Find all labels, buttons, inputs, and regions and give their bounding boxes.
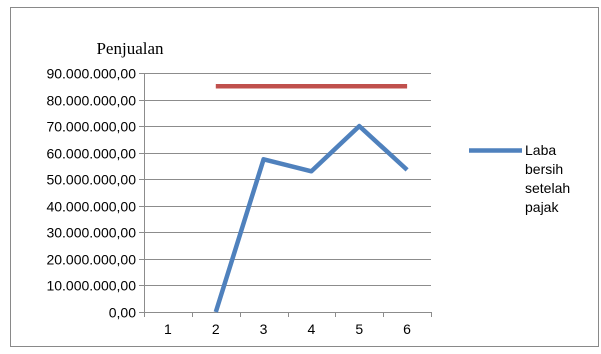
x-tick-label: 3 — [260, 321, 268, 337]
y-tick-label: 70.000.000,00 — [46, 119, 136, 135]
y-tick-label: 60.000.000,00 — [46, 146, 136, 162]
legend-label-line: setelah — [525, 180, 570, 196]
y-tick-label: 50.000.000,00 — [46, 172, 136, 188]
y-tick-label: 0,00 — [109, 305, 136, 321]
y-tick-label: 80.000.000,00 — [46, 93, 136, 109]
x-tick-label: 4 — [308, 321, 316, 337]
x-tick-label: 2 — [212, 321, 220, 337]
x-tick-label: 6 — [403, 321, 411, 337]
legend-label-line: bersih — [525, 161, 563, 177]
y-tick-label: 20.000.000,00 — [46, 252, 136, 268]
x-tick-label: 5 — [355, 321, 363, 337]
y-tick-label: 90.000.000,00 — [46, 66, 136, 82]
legend-label-line: pajak — [525, 199, 559, 215]
legend-label-line: Laba — [525, 142, 556, 158]
chart-title: Penjualan — [96, 39, 164, 58]
y-tick-label: 10.000.000,00 — [46, 278, 136, 294]
y-tick-label: 40.000.000,00 — [46, 199, 136, 215]
y-tick-label: 30.000.000,00 — [46, 225, 136, 241]
x-tick-label: 1 — [164, 321, 172, 337]
